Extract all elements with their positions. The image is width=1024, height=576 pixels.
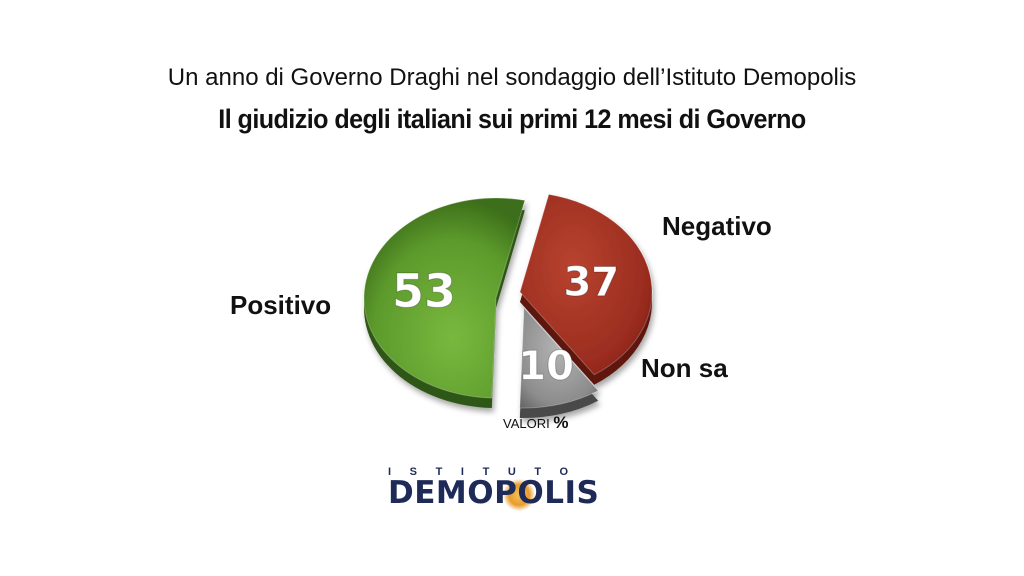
chart-title: Il giudizio degli italiani sui primi 12 … xyxy=(218,104,806,134)
units-note-text: VALORI xyxy=(503,416,550,431)
legend-label-positivo: Positivo xyxy=(230,290,332,320)
logo-top-text: ISTITUTO xyxy=(388,466,587,478)
slice-positivo-top xyxy=(363,197,526,399)
logo-main-mid: O xyxy=(467,475,495,511)
slice-positivo xyxy=(363,197,526,408)
logo-main-right: POLIS xyxy=(494,475,600,511)
legend-label-non-sa: Non sa xyxy=(641,353,728,383)
slice-non-sa xyxy=(519,306,599,418)
units-note-symbol: % xyxy=(553,413,569,432)
logo-sun-icon xyxy=(503,479,535,511)
logo-main-left: DEM xyxy=(388,475,468,511)
slice-negativo xyxy=(519,193,653,385)
data-label-negativo: 37 xyxy=(563,260,619,306)
demopolis-logo: ISTITUTO DEMOPOLIS xyxy=(388,466,628,511)
slice-negativo-top xyxy=(519,193,653,376)
logo-main-text: DEMOPOLIS xyxy=(388,475,628,511)
data-label-non-sa: 10 xyxy=(518,344,574,390)
legend-label-negativo: Negativo xyxy=(662,211,772,241)
data-label-positivo: 53 xyxy=(392,264,456,318)
units-note: VALORI % xyxy=(503,413,568,433)
slice-non-sa-top xyxy=(519,306,599,409)
chart-subtitle: Un anno di Governo Draghi nel sondaggio … xyxy=(167,64,857,91)
